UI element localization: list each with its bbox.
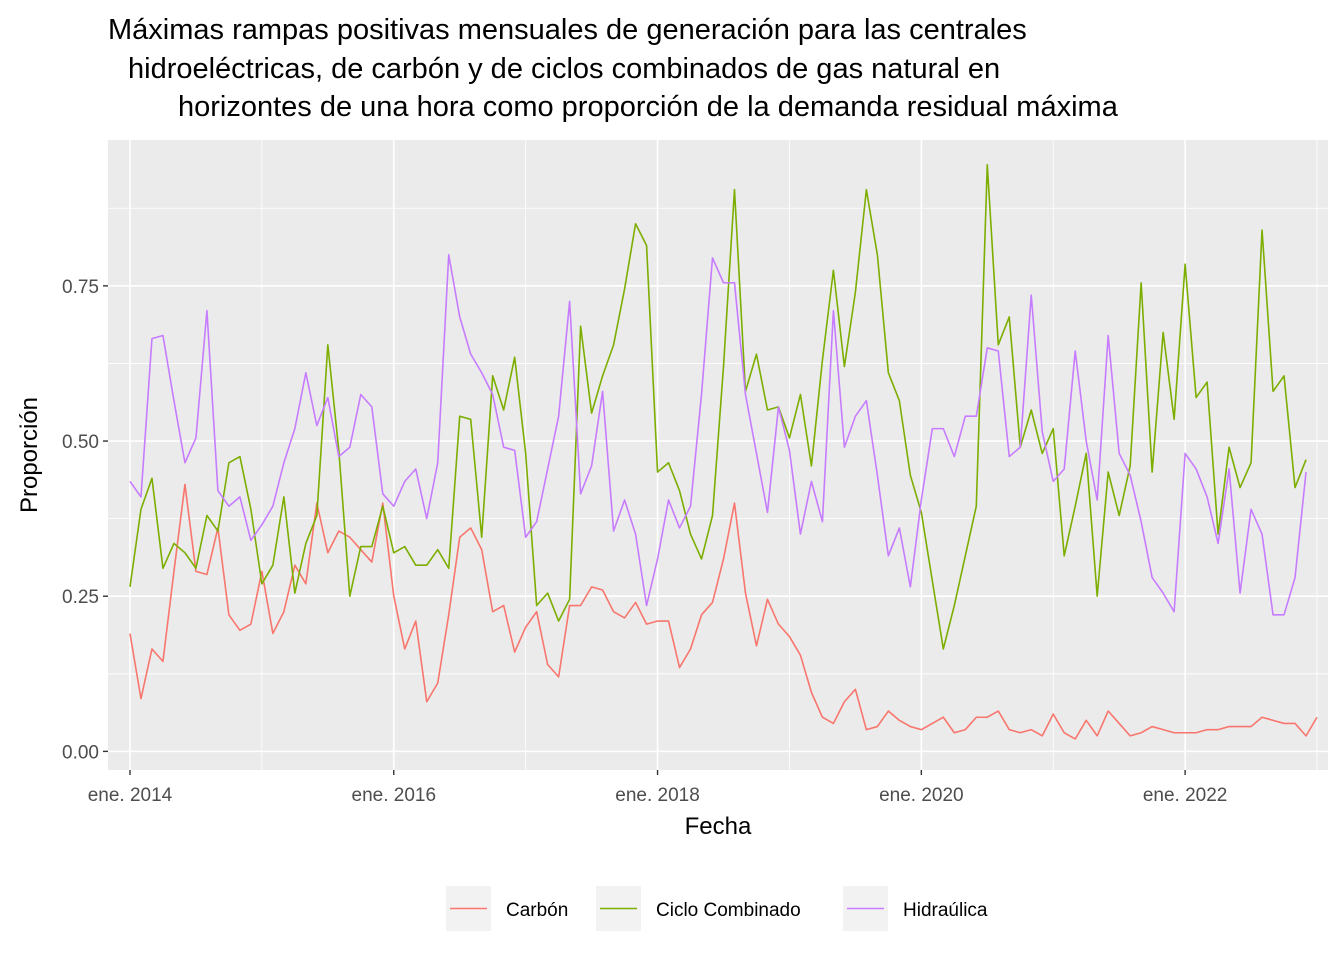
y-axis-title: Proporción	[16, 397, 43, 513]
x-tick-label: ene. 2016	[352, 785, 437, 806]
series-line-1	[129, 483, 1318, 740]
y-tick-label: 0.00	[62, 742, 99, 763]
x-tick-label: ene. 2018	[615, 785, 700, 806]
legend-label: Ciclo Combinado	[656, 900, 801, 921]
legend-label: Hidraúlica	[903, 900, 988, 921]
y-tick-label: 0.25	[62, 587, 99, 608]
legend: Carbón Ciclo Combinado Hidraúlica	[446, 886, 988, 931]
legend-label: Carbón	[506, 900, 568, 921]
plot-panel	[108, 140, 1328, 770]
x-tick-label: ene. 2022	[1143, 785, 1228, 806]
chart-title-line-1: Máximas rampas positivas mensuales de ge…	[108, 14, 1027, 46]
y-tick-label: 0.50	[62, 432, 99, 453]
series-line-2	[129, 164, 1307, 650]
x-tick-label: ene. 2014	[88, 785, 173, 806]
x-tick-label: ene. 2020	[879, 785, 964, 806]
x-axis-title: Fecha	[685, 813, 752, 840]
y-tick-label: 0.75	[62, 277, 99, 298]
series-lines	[129, 164, 1318, 740]
chart-title-line-3: horizontes de una hora como proporción d…	[178, 91, 1119, 123]
chart-title-line-2: hidroeléctricas, de carbón y de ciclos c…	[128, 53, 1000, 85]
chart-title: Máximas rampas positivas mensuales de ge…	[108, 14, 1119, 123]
y-axis: 0.00 0.25 0.50 0.75	[62, 277, 108, 763]
x-axis: ene. 2014 ene. 2016 ene. 2018 ene. 2020 ene.…	[88, 770, 1228, 806]
series-line-3	[129, 254, 1307, 616]
